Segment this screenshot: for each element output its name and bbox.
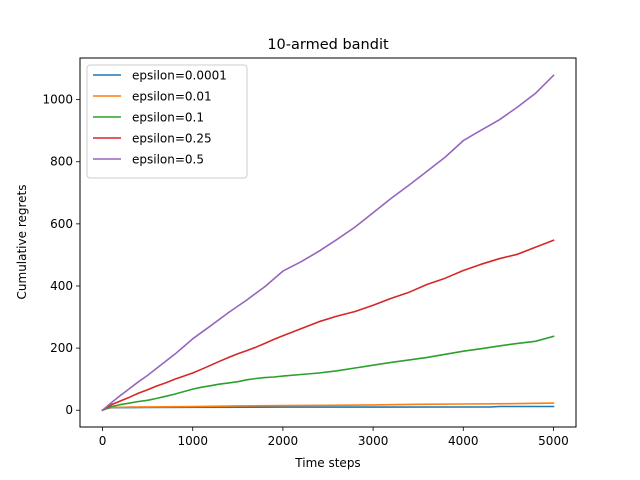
chart-title: 10-armed bandit <box>267 37 389 53</box>
series-line-1 <box>101 402 555 412</box>
y-tick-label: 600 <box>50 217 73 231</box>
y-tick-label: 400 <box>50 279 73 293</box>
x-axis-label: Time steps <box>294 456 360 470</box>
series-line-4 <box>101 74 555 412</box>
y-tick-label: 0 <box>65 403 73 417</box>
series-line-2 <box>101 335 555 412</box>
plot-lines <box>101 74 555 412</box>
x-tick-label: 0 <box>99 434 107 448</box>
legend-box <box>86 64 248 179</box>
y-axis: 0 200 400 600 800 1000 <box>42 93 80 417</box>
legend: epsilon=0.0001 epsilon=0.01 epsilon=0.1 eps… <box>86 64 248 179</box>
x-tick-label: 4000 <box>448 434 479 448</box>
y-axis-label: Cumulative regrets <box>15 185 29 300</box>
legend-label-1: epsilon=0.01 <box>132 90 212 104</box>
legend-label-4: epsilon=0.5 <box>132 153 204 167</box>
x-tick-label: 5000 <box>538 434 569 448</box>
legend-label-2: epsilon=0.1 <box>132 111 204 125</box>
y-tick-label: 1000 <box>42 93 73 107</box>
legend-label-3: epsilon=0.25 <box>132 132 212 146</box>
series-line-3 <box>101 239 555 412</box>
y-tick-label: 800 <box>50 155 73 169</box>
x-tick-label: 2000 <box>268 434 299 448</box>
x-axis: 0 1000 2000 3000 4000 5000 <box>99 427 569 448</box>
legend-label-0: epsilon=0.0001 <box>132 69 227 83</box>
x-tick-label: 1000 <box>177 434 208 448</box>
y-tick-label: 200 <box>50 341 73 355</box>
x-tick-label: 3000 <box>358 434 389 448</box>
plot-frame <box>79 57 577 428</box>
